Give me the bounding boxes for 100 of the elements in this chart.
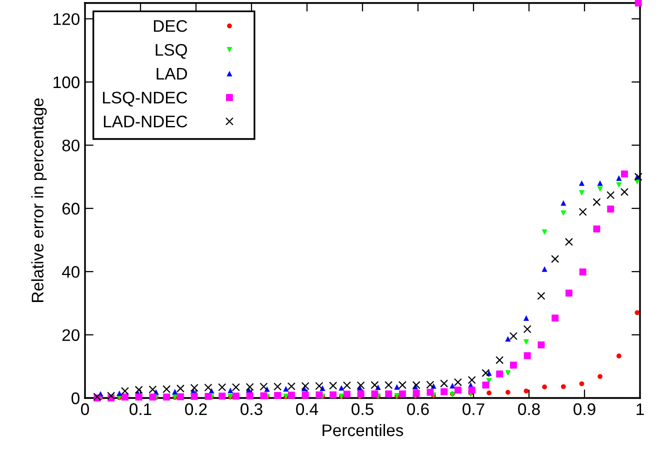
point — [176, 384, 184, 393]
point — [440, 379, 448, 388]
point — [578, 180, 585, 186]
legend-label: LAD — [156, 68, 187, 80]
point — [542, 266, 548, 272]
point — [316, 391, 323, 398]
legend-label: LSQ — [156, 44, 187, 59]
point — [385, 390, 392, 398]
point — [283, 386, 289, 392]
y-axis-title: Relative error in percentage — [31, 98, 47, 302]
y-tick-label: 120 — [54, 13, 80, 26]
point — [560, 200, 566, 206]
point — [454, 378, 462, 386]
point — [620, 170, 628, 178]
point — [597, 180, 603, 186]
point — [616, 175, 622, 181]
point — [579, 268, 586, 276]
point — [260, 382, 268, 391]
point — [246, 392, 254, 400]
point — [505, 390, 510, 395]
point — [634, 172, 642, 181]
x-tick-label: 0.9 — [574, 403, 596, 416]
point — [606, 191, 615, 200]
point — [616, 354, 622, 358]
point — [598, 374, 602, 379]
point — [121, 394, 128, 401]
point — [384, 381, 393, 390]
point — [162, 385, 171, 394]
point — [330, 391, 337, 398]
point — [120, 387, 129, 396]
point — [163, 394, 170, 401]
point — [218, 392, 226, 400]
point — [607, 206, 614, 213]
x-tick-label: 0.7 — [462, 403, 484, 416]
point — [315, 382, 324, 390]
y-tick-label: 0 — [72, 392, 80, 404]
y-tick-label: 80 — [62, 140, 80, 152]
point — [274, 392, 282, 399]
point — [578, 190, 585, 196]
x-axis-title: Percentiles — [322, 424, 404, 436]
point — [204, 384, 212, 392]
point — [260, 392, 268, 400]
point — [486, 378, 492, 384]
point — [329, 382, 338, 390]
point — [542, 384, 547, 390]
point — [148, 385, 157, 394]
point — [537, 292, 546, 300]
legend-label: DEC — [154, 20, 188, 32]
point — [523, 315, 530, 321]
point — [579, 381, 584, 386]
point — [398, 381, 406, 390]
y-tick-label: 20 — [62, 329, 80, 342]
y-tick-label: 60 — [62, 202, 80, 215]
point — [620, 188, 628, 196]
point — [560, 384, 566, 390]
point — [274, 382, 282, 391]
point — [107, 392, 116, 400]
point — [135, 394, 142, 401]
legend-label: LAD-NDEC — [104, 116, 188, 128]
point — [593, 225, 600, 232]
point — [343, 390, 350, 398]
point — [426, 380, 434, 389]
point — [565, 290, 572, 297]
point — [288, 392, 295, 399]
point — [524, 352, 531, 360]
point — [538, 341, 545, 348]
point — [634, 0, 642, 6]
point — [552, 314, 559, 322]
x-tick-label: 0.3 — [240, 403, 262, 416]
point — [578, 208, 587, 216]
x-tick-label: 0.1 — [130, 403, 152, 416]
x-tick-label: 1 — [636, 403, 644, 415]
point — [486, 390, 492, 396]
point — [524, 388, 529, 394]
point — [592, 198, 601, 206]
point — [616, 182, 622, 188]
point — [342, 381, 351, 390]
point — [134, 386, 143, 394]
point — [218, 383, 226, 392]
point — [509, 332, 518, 340]
y-tick-label: 100 — [54, 76, 80, 88]
point — [597, 186, 603, 192]
point — [468, 386, 476, 394]
point — [371, 390, 378, 398]
point — [496, 356, 504, 364]
point — [564, 238, 573, 246]
point — [454, 386, 462, 394]
y-tick-label: 40 — [62, 266, 80, 278]
point — [523, 339, 530, 345]
point — [398, 390, 406, 398]
point — [176, 393, 184, 400]
point — [426, 388, 434, 396]
point — [510, 362, 517, 369]
x-tick-label: 0.6 — [407, 403, 429, 416]
x-tick-label: 0.8 — [518, 403, 540, 416]
point — [482, 382, 490, 389]
point — [204, 392, 212, 400]
point — [287, 382, 296, 390]
point — [551, 254, 560, 263]
point — [232, 392, 240, 400]
